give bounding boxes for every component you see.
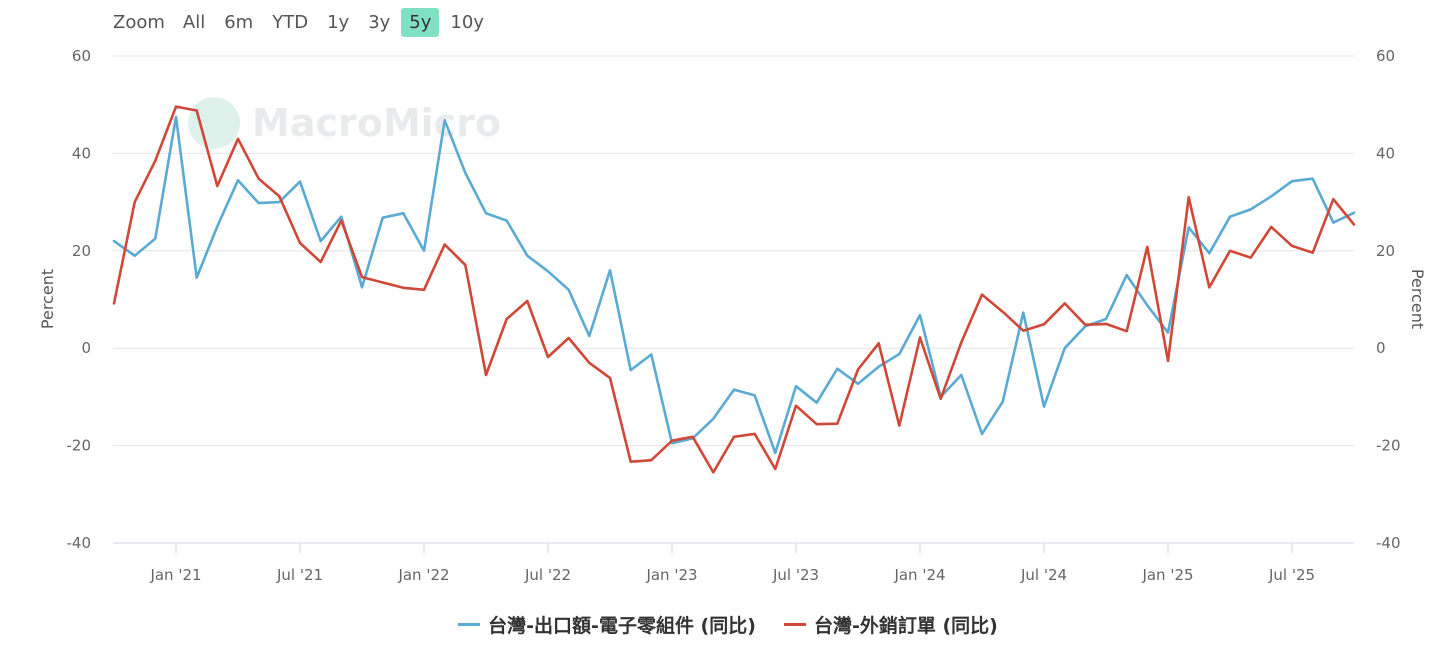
y-tick-label-left: -40 — [67, 534, 92, 552]
x-tick-label: Jul '21 — [276, 566, 323, 584]
legend-swatch-electronics — [458, 623, 481, 626]
zoom-3y-button[interactable]: 3y — [368, 11, 391, 33]
series-line-electronics — [112, 115, 1356, 455]
x-tick-label: Jul '23 — [772, 566, 819, 584]
line-chart: 60 40 20 0 -20 -40 60 40 20 0 -20 -40 Jan '21 Jul '… — [38, 47, 1427, 584]
y-tick-label-left: 0 — [81, 339, 91, 357]
y-axis-title-right: Percent — [1408, 269, 1427, 329]
zoom-5y-button[interactable]: 5y — [401, 7, 440, 37]
legend-swatch-export-orders — [783, 623, 806, 626]
y-axis-left: 60 40 20 0 -20 -40 — [67, 47, 92, 552]
legend-label-export-orders: 台灣-外銷訂單 (同比) — [813, 615, 998, 637]
y-tick-label-right: -40 — [1376, 534, 1401, 552]
zoom-label: Zoom — [113, 11, 165, 33]
series-line-export-orders — [112, 105, 1356, 474]
y-tick-label-right: 60 — [1376, 47, 1395, 65]
x-tick-label: Jan '25 — [1141, 566, 1193, 584]
x-tick-label: Jan '23 — [645, 566, 697, 584]
x-tick-label: Jul '24 — [1020, 566, 1067, 584]
y-tick-label-left: 20 — [72, 242, 91, 260]
x-tick-label: Jan '21 — [149, 566, 201, 584]
y-tick-label-left: 40 — [72, 144, 91, 162]
zoom-toolbar: Zoom All 6m YTD 1y 3y 5y 10y — [113, 6, 495, 38]
legend-item-electronics[interactable]: 台灣-出口額-電子零組件 (同比) — [458, 611, 756, 638]
x-tick-label: Jul '22 — [524, 566, 571, 584]
legend-label-electronics: 台灣-出口額-電子零組件 (同比) — [488, 615, 756, 637]
y-tick-label-right: 20 — [1376, 242, 1395, 260]
zoom-1y-button[interactable]: 1y — [327, 11, 350, 33]
x-axis: Jan '21 Jul '21 Jan '22 Jul '22 Jan '23 Jul '… — [149, 543, 1315, 584]
y-tick-label-left: 60 — [72, 47, 91, 65]
zoom-6m-button[interactable]: 6m — [224, 11, 254, 33]
watermark-text: MacroMicro — [252, 101, 502, 145]
legend: 台灣-出口額-電子零組件 (同比) 台灣-外銷訂單 (同比) — [0, 611, 1456, 638]
zoom-10y-button[interactable]: 10y — [450, 11, 484, 33]
zoom-ytd-button[interactable]: YTD — [272, 11, 309, 33]
y-tick-label-right: -20 — [1376, 437, 1401, 455]
x-tick-label: Jan '22 — [397, 566, 449, 584]
y-tick-label-right: 0 — [1376, 339, 1386, 357]
grid-lines — [113, 55, 1354, 544]
zoom-all-button[interactable]: All — [182, 11, 206, 33]
y-axis-right: 60 40 20 0 -20 -40 — [1376, 47, 1401, 552]
legend-item-export-orders[interactable]: 台灣-外銷訂單 (同比) — [783, 611, 998, 638]
macromicro-watermark: MacroMicro — [188, 97, 501, 149]
x-tick-label: Jan '24 — [893, 566, 945, 584]
series-lines — [112, 105, 1356, 474]
y-axis-title-left: Percent — [38, 269, 57, 329]
x-tick-label: Jul '25 — [1268, 566, 1315, 584]
macromicro-logo-icon — [188, 97, 240, 149]
y-tick-label-right: 40 — [1376, 144, 1395, 162]
y-tick-label-left: -20 — [67, 437, 92, 455]
